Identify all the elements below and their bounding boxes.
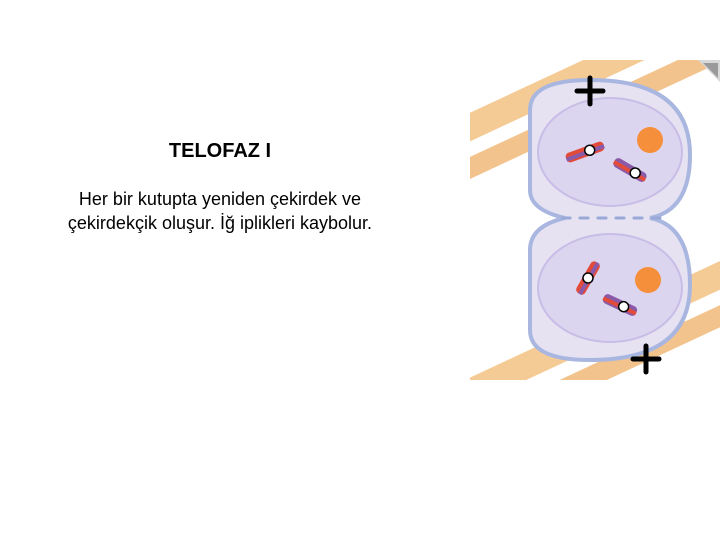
telophase-diagram	[470, 60, 720, 380]
top-nucleus	[538, 98, 682, 206]
phase-description: Her bir kutupta yeniden çekirdek ve çeki…	[40, 187, 400, 236]
phase-title: TELOFAZ I	[40, 140, 400, 163]
bottom-nucleus	[538, 234, 682, 342]
text-block: TELOFAZ I Her bir kutupta yeniden çekird…	[40, 140, 400, 236]
